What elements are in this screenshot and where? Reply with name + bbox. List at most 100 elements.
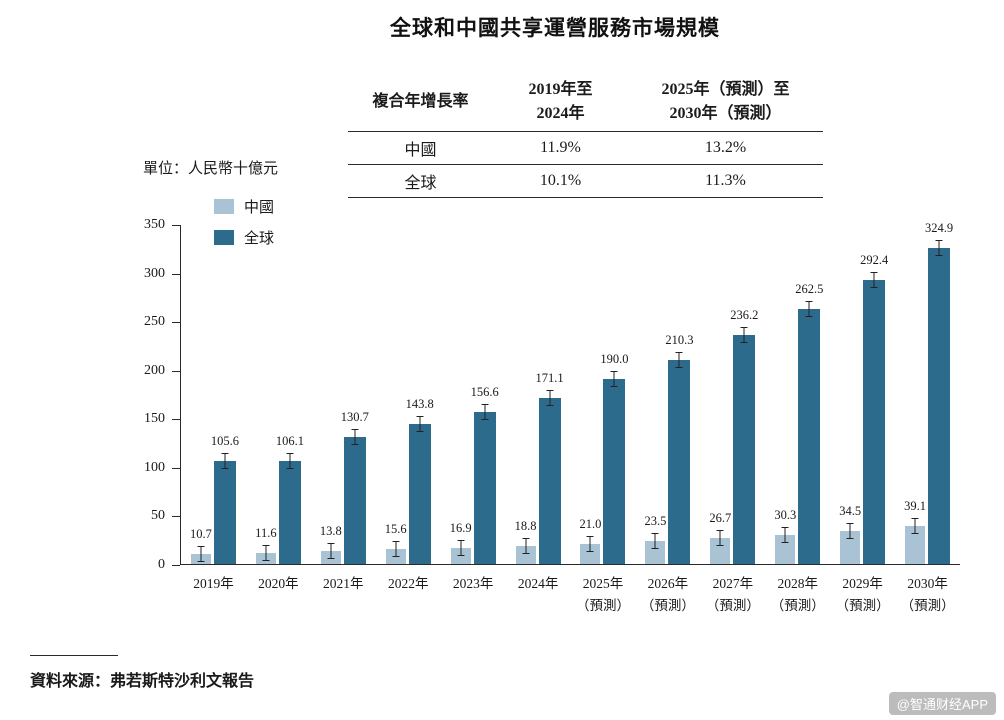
bar-value-label: 18.8 xyxy=(514,518,537,533)
bar-中國: 18.8 xyxy=(515,519,537,564)
x-axis-label: 2027年 （預測） xyxy=(705,576,760,613)
error-whisker-icon xyxy=(675,351,683,368)
bar-value-label: 16.9 xyxy=(449,520,472,535)
bar-chart: 10.7 105.6 11.6 106.1 13.8 130.7 15.6 143.8 16.9… xyxy=(144,217,960,613)
bar-中國: 10.7 xyxy=(190,527,212,564)
table-header-period-2: 2025年（預測）至 2030年（預測） xyxy=(628,72,823,132)
cagr-table: 複合年增長率 2019年至 2024年 2025年（預測）至 2030年（預測）… xyxy=(348,72,823,198)
bar-group: 11.6 106.1 xyxy=(246,225,311,564)
bar-中國: 21.0 xyxy=(580,517,601,564)
y-tick-label: 50 xyxy=(151,508,165,524)
x-axis-label: 2022年 xyxy=(387,576,429,591)
bar-value-label: 143.8 xyxy=(405,397,434,412)
watermark: @智通财经APP xyxy=(888,692,996,715)
error-whisker-icon xyxy=(651,533,659,550)
y-tick-mark xyxy=(172,419,180,421)
bar-中國: 13.8 xyxy=(320,524,342,564)
bar-全球: 171.1 xyxy=(536,371,564,564)
bar-中國: 15.6 xyxy=(385,522,407,564)
error-whisker-icon xyxy=(870,271,878,288)
bar-value-label: 34.5 xyxy=(839,503,862,518)
bar-group: 10.7 105.6 xyxy=(181,225,246,564)
error-whisker-icon xyxy=(781,526,789,543)
source-divider xyxy=(30,655,118,656)
x-axis-label: 2024年 xyxy=(517,576,559,591)
bar-value-label: 190.0 xyxy=(600,352,629,367)
legend-item-china: 中國 xyxy=(214,196,274,217)
error-whisker-icon xyxy=(740,326,748,343)
legend-label-china: 中國 xyxy=(244,200,275,216)
bar-value-label: 39.1 xyxy=(904,499,927,514)
bar-value-label: 210.3 xyxy=(665,332,694,347)
chart-title: 全球和中國共享運營服務市場規模 xyxy=(390,17,720,40)
bar-全球: 292.4 xyxy=(860,253,888,564)
table-value-china-2025-2030: 13.2% xyxy=(628,132,823,165)
error-whisker-icon xyxy=(846,522,854,539)
error-whisker-icon xyxy=(481,403,489,420)
y-tick-mark xyxy=(172,273,180,275)
error-whisker-icon xyxy=(935,240,943,257)
y-tick-mark xyxy=(172,467,180,469)
bar-中國: 16.9 xyxy=(450,521,472,564)
y-tick-mark xyxy=(172,322,180,324)
y-tick-label: 350 xyxy=(144,217,165,232)
error-whisker-icon xyxy=(221,453,229,470)
x-axis-label: 2021年 xyxy=(323,576,364,591)
error-whisker-icon xyxy=(716,530,724,547)
bar-group: 15.6 143.8 xyxy=(376,225,441,564)
bar-中國: 11.6 xyxy=(255,526,277,564)
error-whisker-icon xyxy=(416,416,424,433)
y-tick-mark xyxy=(172,565,180,566)
error-whisker-icon xyxy=(586,535,594,552)
table-value-china-2019-2024: 11.9% xyxy=(493,132,628,165)
y-tick-label: 250 xyxy=(144,314,165,330)
bar-value-label: 10.7 xyxy=(190,526,212,541)
error-whisker-icon xyxy=(546,389,554,406)
bar-中國: 34.5 xyxy=(839,504,861,564)
y-tick-mark xyxy=(172,225,180,226)
error-whisker-icon xyxy=(911,518,919,535)
bar-全球: 324.9 xyxy=(925,221,953,564)
bar-value-label: 13.8 xyxy=(319,523,342,538)
bar-value-label: 324.9 xyxy=(925,221,954,236)
bar-group: 23.5 210.3 xyxy=(635,225,700,564)
error-whisker-icon xyxy=(392,540,400,557)
unit-label: 單位：人民幣十億元 xyxy=(143,161,279,177)
bar-group: 13.8 130.7 xyxy=(311,225,376,564)
table-header-period-1: 2019年至 2024年 xyxy=(493,72,628,132)
error-whisker-icon xyxy=(351,429,359,446)
x-axis-label: 2030年 （預測） xyxy=(900,576,955,613)
bar-value-label: 11.6 xyxy=(255,525,277,540)
bar-全球: 156.6 xyxy=(471,385,499,564)
bar-group: 18.8 171.1 xyxy=(506,225,571,564)
bar-value-label: 23.5 xyxy=(644,514,667,529)
table-header-cagr: 複合年增長率 xyxy=(348,72,493,132)
y-tick-label: 200 xyxy=(144,362,165,378)
error-whisker-icon xyxy=(262,544,270,561)
x-axis-labels: 2019年 2020年 2021年 2022年 2023年 2024年 2025年 （預測）… xyxy=(181,573,960,616)
bar-value-label: 105.6 xyxy=(210,434,240,449)
error-whisker-icon xyxy=(457,539,465,556)
x-axis-label: 2020年 xyxy=(258,576,299,591)
bar-全球: 106.1 xyxy=(276,434,304,564)
bar-value-label: 15.6 xyxy=(384,521,407,536)
x-axis-label: 2026年 （預測） xyxy=(640,576,695,613)
bar-group: 26.7 236.2 xyxy=(700,225,765,564)
x-axis-label: 2023年 xyxy=(452,576,494,591)
table-value-global-2025-2030: 11.3% xyxy=(628,165,823,198)
legend-item-global: 全球 xyxy=(214,227,274,248)
legend-label-global: 全球 xyxy=(244,231,275,247)
bar-value-label: 30.3 xyxy=(774,507,797,522)
error-whisker-icon xyxy=(286,452,294,469)
legend-swatch-china xyxy=(214,199,234,214)
bar-group: 34.5 292.4 xyxy=(830,225,895,564)
bar-value-label: 292.4 xyxy=(860,252,889,267)
legend: 中國 全球 xyxy=(214,196,274,258)
bar-全球: 236.2 xyxy=(730,308,758,564)
y-tick-label: 150 xyxy=(144,411,165,427)
bar-全球: 262.5 xyxy=(795,282,823,564)
bar-value-label: 106.1 xyxy=(275,433,304,448)
error-whisker-icon xyxy=(610,371,618,388)
bar-中國: 30.3 xyxy=(774,508,796,564)
